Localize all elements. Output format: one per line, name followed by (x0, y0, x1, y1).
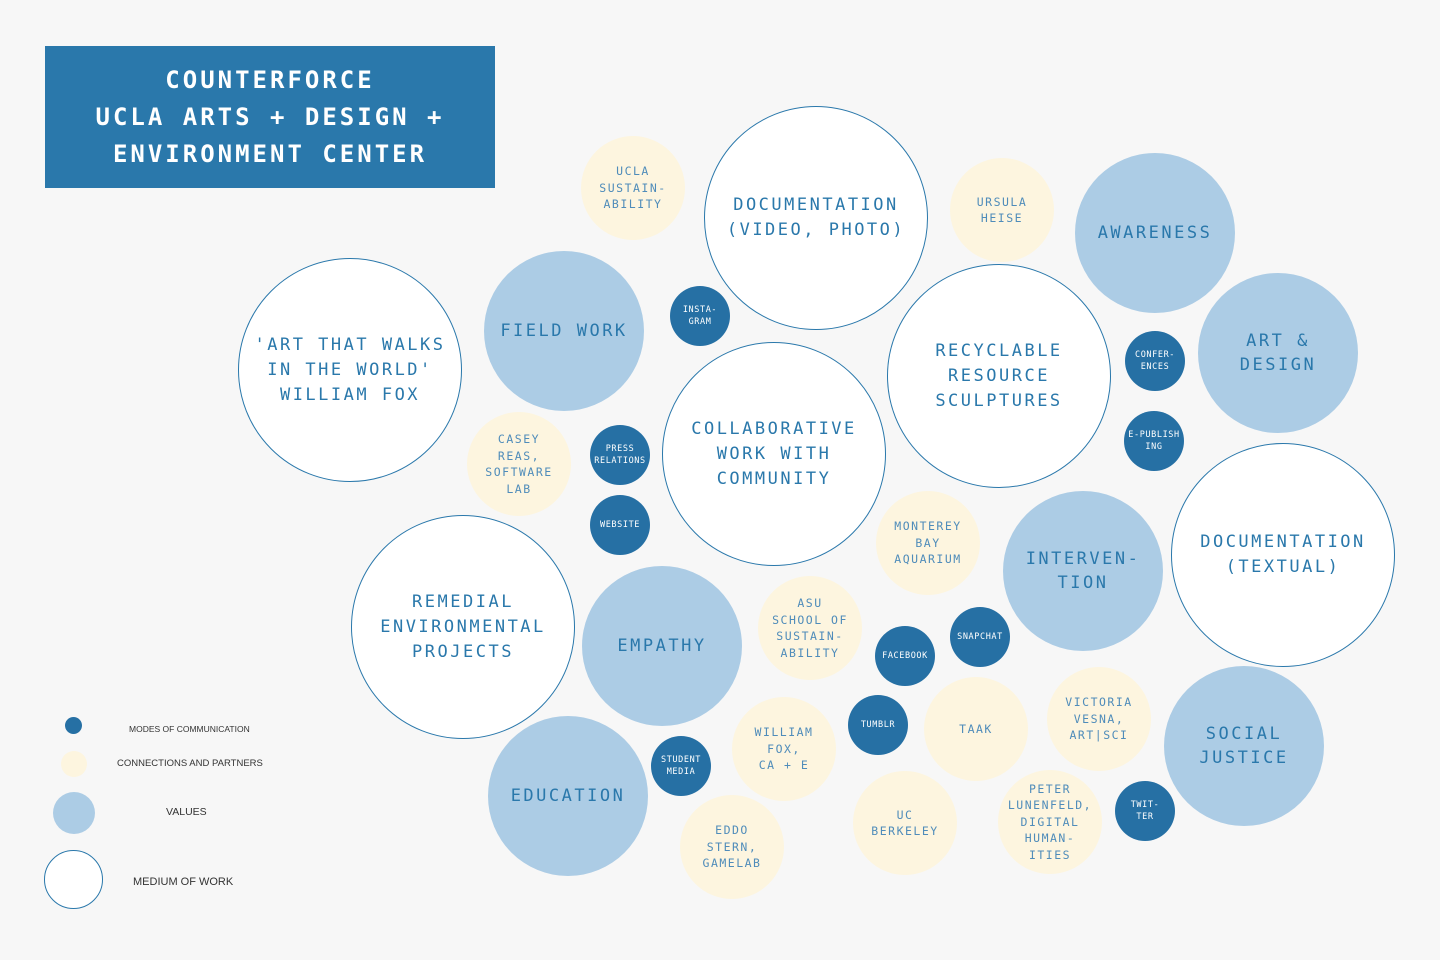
legend-swatch-modes (65, 717, 82, 734)
bubble-label: 'ART THAT WALKS IN THE WORLD' WILLIAM FO… (254, 334, 446, 405)
bubble-label: EMPATHY (617, 636, 707, 656)
bubble-label: REMEDIAL ENVIRONMENTAL PROJECTS (380, 591, 546, 662)
bubble-label: SOCIAL JUSTICE (1199, 724, 1289, 768)
bubble-remedial-projects: REMEDIAL ENVIRONMENTAL PROJECTS (351, 515, 575, 739)
bubble-label: DOCUMENTATION (VIDEO, PHOTO) (726, 195, 906, 240)
bubble-label: SNAPCHAT (957, 632, 1003, 642)
bubble-website: WEBSITE (590, 495, 650, 555)
title-line-3: ENVIRONMENT CENTER (112, 139, 428, 168)
bubble-label: E-PUBLISH ING (1128, 430, 1180, 452)
legend-label-medium: MEDIUM OF WORK (133, 876, 234, 888)
bubble-label: FACEBOOK (882, 651, 928, 661)
bubble-collaborative-work: COLLABORATIVE WORK WITH COMMUNITY (662, 342, 886, 566)
bubble-ucla-sustainability: UCLA SUSTAIN- ABILITY (581, 136, 685, 240)
bubble-e-publishing: E-PUBLISH ING (1124, 411, 1184, 471)
bubble-label: VICTORIA VESNA, ART|SCI (1065, 695, 1133, 743)
bubble-label: INSTA- GRAM (682, 305, 718, 327)
bubble-ursula-heise: URSULA HEISE (950, 158, 1054, 262)
bubble-label: PRESS RELATIONS (594, 444, 646, 466)
bubble-label: ART & DESIGN (1239, 331, 1317, 375)
legend-swatch-values (53, 792, 95, 834)
bubble-press-relations: PRESS RELATIONS (590, 425, 650, 485)
bubble-label: MONTEREY BAY AQUARIUM (894, 519, 962, 567)
bubble-tumblr: TUMBLR (848, 695, 908, 755)
bubble-awareness: AWARENESS (1075, 153, 1235, 313)
bubble-label: COLLABORATIVE WORK WITH COMMUNITY (691, 418, 857, 489)
bubble-label: INTERVEN- TION (1025, 549, 1141, 593)
legend-swatch-partners (61, 751, 87, 777)
bubble-label: UCLA SUSTAIN- ABILITY (599, 164, 667, 212)
bubble-social-justice: SOCIAL JUSTICE (1164, 666, 1324, 826)
bubble-twitter: TWIT- TER (1115, 781, 1175, 841)
bubble-label: URSULA HEISE (976, 194, 1028, 226)
bubble-facebook: FACEBOOK (875, 626, 935, 686)
bubble-art-and-design: ART & DESIGN (1198, 273, 1358, 433)
bubble-label: CONFER- ENCES (1134, 350, 1176, 372)
bubble-instagram: INSTA- GRAM (670, 286, 730, 346)
bubble-student-media: STUDENT MEDIA (651, 736, 711, 796)
bubble-label: STUDENT MEDIA (660, 755, 702, 777)
bubble-documentation-video: DOCUMENTATION (VIDEO, PHOTO) (704, 106, 928, 330)
bubble-label: ASU SCHOOL OF SUSTAIN- ABILITY (772, 596, 848, 660)
bubble-asu: ASU SCHOOL OF SUSTAIN- ABILITY (758, 576, 862, 680)
title-line-2: UCLA ARTS + DESIGN + (95, 102, 445, 131)
legend-label-modes: MODES OF COMMUNICATION (129, 724, 250, 734)
bubble-label: WEBSITE (599, 520, 641, 530)
bubble-casey-reas: CASEY REAS, SOFTWARE LAB (467, 412, 571, 516)
legend-swatch-medium (44, 850, 103, 909)
bubble-label: FIELD WORK (500, 321, 628, 341)
bubble-label: TUMBLR (860, 720, 896, 730)
bubble-eddo-stern: EDDO STERN, GAMELAB (680, 795, 784, 899)
bubble-label: TAAK (959, 721, 993, 736)
bubble-recyclable-sculptures: RECYCLABLE RESOURCE SCULPTURES (887, 264, 1111, 488)
bubble-label: RECYCLABLE RESOURCE SCULPTURES (935, 340, 1063, 411)
bubble-snapchat: SNAPCHAT (950, 607, 1010, 667)
bubble-education: EDUCATION (488, 716, 648, 876)
bubble-label: UC BERKELEY (871, 807, 939, 839)
bubble-monterey-bay: MONTEREY BAY AQUARIUM (876, 491, 980, 595)
bubble-victoria-vesna: VICTORIA VESNA, ART|SCI (1047, 667, 1151, 771)
bubble-label: TWIT- TER (1130, 800, 1160, 822)
legend-label-values: VALUES (166, 806, 207, 818)
bubble-label: DOCUMENTATION (TEXTUAL) (1200, 532, 1366, 577)
bubble-conferences: CONFER- ENCES (1125, 331, 1185, 391)
bubble-label: AWARENESS (1097, 223, 1213, 243)
bubble-empathy: EMPATHY (582, 566, 742, 726)
title-line-1: COUNTERFORCE (165, 65, 375, 94)
bubble-label: CASEY REAS, SOFTWARE LAB (485, 432, 553, 496)
bubble-field-work: FIELD WORK (484, 251, 644, 411)
bubble-label: WILLIAM FOX, CA + E (754, 725, 814, 773)
bubble-art-that-walks: 'ART THAT WALKS IN THE WORLD' WILLIAM FO… (238, 258, 462, 482)
bubble-label: EDDO STERN, GAMELAB (702, 823, 762, 871)
bubble-label: PETER LUNENFELD, DIGITAL HUMAN- ITIES (1007, 781, 1093, 862)
legend-label-partners: CONNECTIONS AND PARTNERS (117, 758, 263, 769)
title-banner: COUNTERFORCE UCLA ARTS + DESIGN + ENVIRO… (45, 46, 495, 188)
bubble-uc-berkeley: UC BERKELEY (853, 771, 957, 875)
bubble-label: EDUCATION (510, 786, 626, 806)
bubble-intervention: INTERVEN- TION (1003, 491, 1163, 651)
bubble-documentation-textual: DOCUMENTATION (TEXTUAL) (1171, 443, 1395, 667)
bubble-peter-lunenfeld: PETER LUNENFELD, DIGITAL HUMAN- ITIES (998, 770, 1102, 874)
bubble-taak: TAAK (924, 677, 1028, 781)
bubble-william-fox: WILLIAM FOX, CA + E (732, 697, 836, 801)
